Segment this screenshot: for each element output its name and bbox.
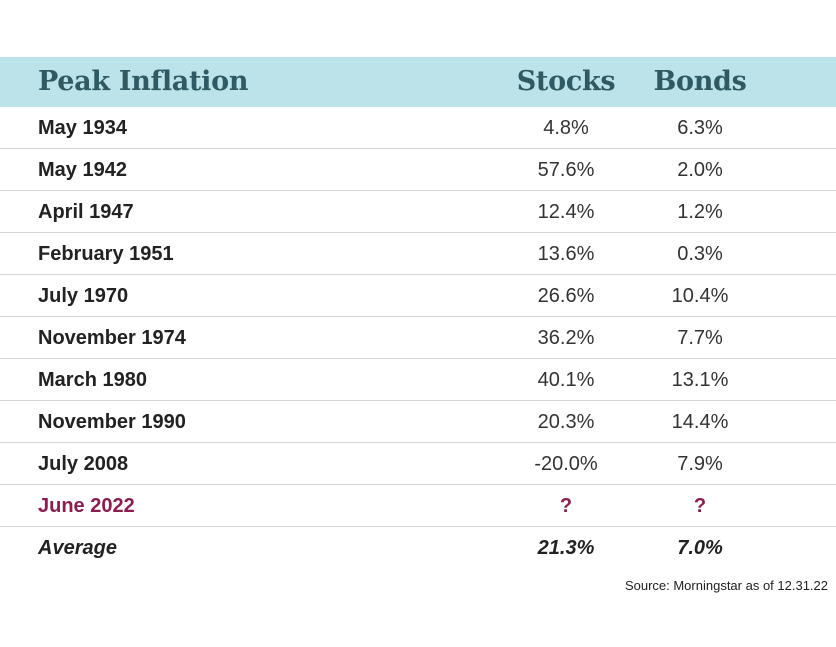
- bonds-value: 14.4%: [671, 411, 729, 433]
- source-note: Source: Morningstar as of 12.31.22: [624, 578, 828, 593]
- bonds-value: 13.1%: [671, 369, 729, 391]
- inflation-returns-table: Peak Inflation Stocks Bonds May 1934 4.8…: [0, 57, 836, 569]
- header-peak-inflation: Peak Inflation: [38, 66, 249, 97]
- stocks-value: ?: [559, 495, 573, 517]
- header-bonds: Bonds: [653, 66, 747, 97]
- row-label: February 1951: [38, 243, 174, 265]
- row-label: November 1974: [38, 327, 186, 349]
- bonds-value: 10.4%: [671, 285, 729, 307]
- stocks-value: 13.6%: [537, 243, 595, 265]
- header-stocks: Stocks: [516, 66, 616, 97]
- table-row-highlight: June 2022 ? ?: [0, 485, 836, 527]
- table-row: November 1990 20.3% 14.4%: [0, 401, 836, 443]
- row-label: July 2008: [38, 453, 129, 475]
- bonds-value: 0.3%: [677, 243, 723, 265]
- stocks-value: 12.4%: [537, 201, 595, 223]
- bonds-value: ?: [693, 495, 707, 517]
- row-label: June 2022: [38, 495, 135, 517]
- table-row: May 1934 4.8% 6.3%: [0, 107, 836, 149]
- bonds-value: 7.9%: [677, 453, 723, 475]
- bonds-value: 2.0%: [677, 159, 723, 181]
- table-row: July 1970 26.6% 10.4%: [0, 275, 836, 317]
- average-stocks-value: 21.3%: [537, 537, 595, 559]
- stocks-value: -20.0%: [534, 453, 598, 475]
- table-row: July 2008 -20.0% 7.9%: [0, 443, 836, 485]
- average-row: Average 21.3% 7.0%: [0, 527, 836, 569]
- stocks-value: 57.6%: [537, 159, 595, 181]
- bonds-value: 1.2%: [677, 201, 723, 223]
- row-label: May 1934: [38, 117, 127, 139]
- stocks-value: 26.6%: [537, 285, 595, 307]
- table-row: May 1942 57.6% 2.0%: [0, 149, 836, 191]
- row-label: November 1990: [38, 411, 186, 433]
- row-label: April 1947: [38, 201, 134, 223]
- table-row: November 1974 36.2% 7.7%: [0, 317, 836, 359]
- row-label: July 1970: [38, 285, 129, 307]
- row-label: May 1942: [38, 159, 127, 181]
- stocks-value: 36.2%: [537, 327, 595, 349]
- table-header: Peak Inflation Stocks Bonds: [0, 57, 836, 107]
- table-row: March 1980 40.1% 13.1%: [0, 359, 836, 401]
- bonds-value: 6.3%: [677, 117, 723, 139]
- row-label: March 1980: [38, 369, 147, 391]
- average-label: Average: [38, 537, 117, 559]
- table-row: February 1951 13.6% 0.3%: [0, 233, 836, 275]
- stocks-value: 4.8%: [543, 117, 589, 139]
- average-bonds-value: 7.0%: [677, 537, 723, 559]
- table-row: April 1947 12.4% 1.2%: [0, 191, 836, 233]
- bonds-value: 7.7%: [677, 327, 723, 349]
- stocks-value: 40.1%: [537, 369, 595, 391]
- stocks-value: 20.3%: [537, 411, 595, 433]
